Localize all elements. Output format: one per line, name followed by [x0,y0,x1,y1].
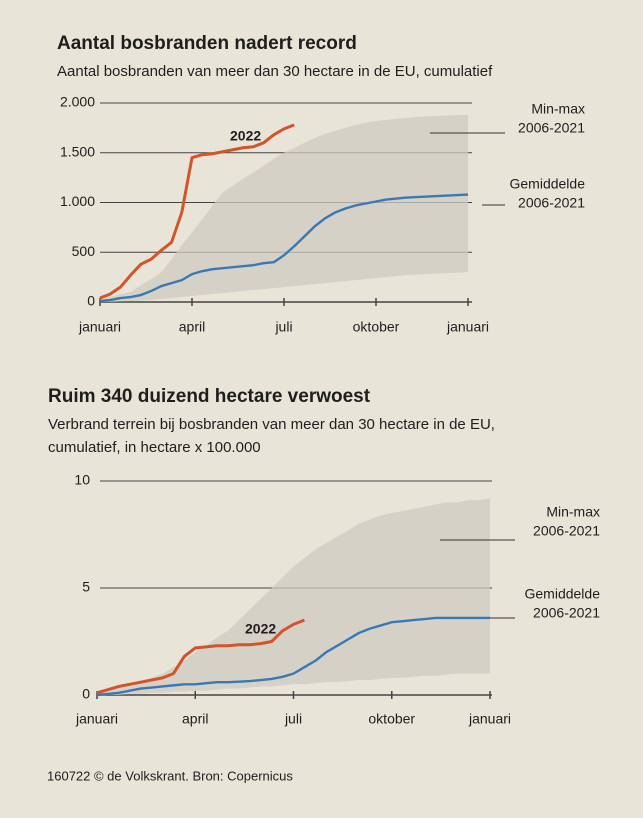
x-tick-label: januari [468,711,511,727]
legend-label: 2022 [230,128,261,144]
legend-label: Gemiddelde [525,586,601,602]
legend-label: 2006-2021 [533,523,600,539]
plot [99,114,469,303]
x-tick-label: januari [446,319,489,335]
y-tick-label: 0 [82,686,90,702]
x-tick-label: januari [75,711,118,727]
series-line [96,618,305,695]
x-tick-label: april [182,711,208,727]
min-max-band [100,114,468,302]
series-line [96,616,490,697]
legend-label: 2022 [245,621,276,637]
x-tick-label: oktober [353,319,400,335]
series-line [99,193,469,303]
x-tick-label: april [179,319,205,335]
y-tick-label: 1.500 [60,143,95,159]
x-tick-label: januari [78,319,121,335]
chart-subtitle: Aantal bosbranden van meer dan 30 hectar… [57,63,493,80]
y-tick-label: 10 [74,472,90,488]
y-tick-label: 2.000 [60,94,95,110]
plot [96,498,490,697]
legend-label: 2006-2021 [518,120,585,136]
chart-subtitle: cumulatief, in hectare x 100.000 [48,439,261,456]
legend-label: 2006-2021 [518,195,585,211]
series-line [99,123,295,300]
x-tick-label: oktober [368,711,415,727]
legend-label: 2006-2021 [533,605,600,621]
footer: 160722 © de Volkskrant. Bron: Copernicus [47,768,293,783]
chart-subtitle: Verbrand terrein bij bosbranden van meer… [48,416,495,433]
legend-label: Min-max [546,504,600,520]
x-tick-label: juli [274,319,292,335]
y-tick-label: 5 [82,579,90,595]
legend-label: Gemiddelde [510,176,586,192]
y-tick-label: 500 [72,243,96,259]
x-tick-label: juli [284,711,302,727]
chart-title: Aantal bosbranden nadert record [57,33,357,54]
y-tick-label: 1.000 [60,193,95,209]
legend-label: Min-max [531,101,585,117]
y-tick-label: 0 [87,293,95,309]
chart-title: Ruim 340 duizend hectare verwoest [48,386,371,407]
min-max-band [97,498,490,695]
